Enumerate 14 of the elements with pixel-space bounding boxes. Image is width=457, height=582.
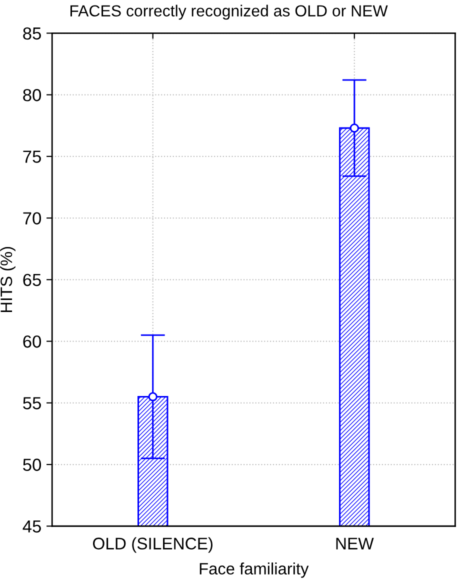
y-tick-label: 50 — [23, 458, 42, 471]
y-tick-label: 75 — [23, 150, 41, 163]
y-tick-label: 45 — [22, 520, 41, 533]
y-axis-title: HITS (%) — [0, 246, 16, 312]
y-tick-label: 60 — [23, 335, 42, 348]
x-tick-label: NEW — [336, 538, 374, 550]
y-tick-label: 65 — [23, 274, 41, 286]
chart-title: FACES correctly recognized as OLD or NEW — [70, 4, 388, 20]
y-tick-label: 80 — [23, 88, 42, 102]
x-axis-title: Face familiarity — [200, 562, 309, 578]
y-tick-label: 55 — [23, 397, 41, 410]
y-tick-label: 85 — [23, 27, 41, 40]
x-tick-label: OLD (SILENCE) — [92, 537, 212, 553]
y-tick-label: 70 — [23, 212, 42, 224]
